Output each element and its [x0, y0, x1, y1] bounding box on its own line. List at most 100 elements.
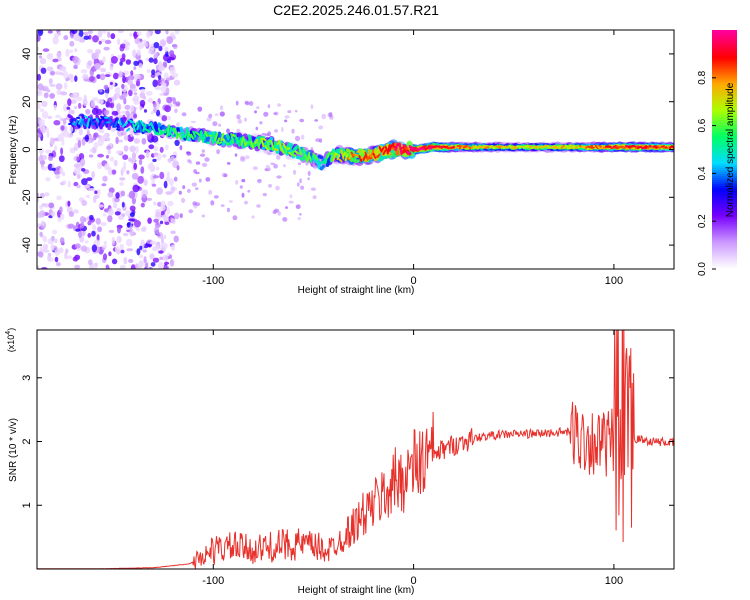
spectrogram-cell	[137, 175, 144, 184]
spectrogram-cell	[59, 206, 63, 213]
spectrogram-ridge-segment	[420, 146, 425, 149]
spectrogram-cell	[37, 133, 42, 138]
spectrogram-cell	[73, 163, 81, 168]
spectrogram-ridge-segment	[562, 146, 567, 149]
spectrogram-ridge-segment	[192, 130, 197, 138]
colorbar-band	[712, 267, 737, 270]
spectrogram-cell	[148, 57, 154, 63]
spectrogram-cell	[138, 63, 143, 69]
spectrogram-cell	[87, 60, 93, 67]
colorbar-tick-label: 0.4	[697, 166, 708, 180]
y-tick-label: -20	[21, 189, 33, 205]
colorbar-band	[712, 219, 737, 222]
colorbar-band	[712, 255, 737, 258]
spectrogram-cell	[83, 31, 89, 36]
spectrogram-ridge-segment	[270, 140, 275, 151]
spectrogram-ridge-segment	[322, 157, 327, 165]
spectrogram-ridge-segment	[590, 146, 595, 149]
spectrogram-cell	[56, 195, 62, 201]
spectrogram-cell	[79, 216, 86, 223]
spectrogram-cell	[188, 209, 194, 214]
spectrogram-ridge-segment	[316, 160, 321, 165]
spectrogram-cell	[108, 251, 112, 257]
spectrogram-cell	[123, 97, 127, 105]
colorbar-band	[712, 187, 737, 190]
spectrogram-cell	[72, 209, 79, 214]
spectrogram-ridge-segment	[310, 154, 315, 163]
spectrogram-cell	[94, 262, 98, 267]
y-tick-label: 40	[21, 48, 33, 60]
spectrogram-cell	[205, 177, 211, 182]
spectrogram-ridge-segment	[334, 152, 339, 156]
spectrogram-cell	[74, 258, 78, 262]
spectrogram-cell	[80, 158, 86, 167]
colorbar-band	[712, 217, 737, 220]
colorbar-band	[712, 167, 737, 171]
spectrogram-cell	[76, 174, 81, 180]
spectrogram-ridge-segment	[367, 149, 374, 160]
colorbar-band	[712, 141, 737, 145]
colorbar-band	[712, 249, 737, 252]
spectrogram-cell	[170, 186, 175, 194]
spectrogram-cell	[252, 166, 258, 171]
spectrogram-ridge-segment	[108, 117, 113, 123]
spectrogram-cell	[37, 102, 41, 110]
spectrogram-ridge-segment	[622, 146, 627, 149]
spectrogram-cell	[111, 236, 115, 245]
spectrogram-cell	[216, 149, 221, 155]
colorbar-band	[712, 173, 737, 176]
spectrogram-ridge-segment	[168, 126, 173, 136]
snr-y-ticks: 1 2 3	[21, 375, 674, 508]
colorbar-band	[712, 119, 737, 123]
spectrogram-ridge-segment	[286, 147, 291, 151]
spectrogram-cell	[220, 204, 225, 207]
spectrogram-cell	[86, 216, 90, 221]
spectrogram-cell	[68, 211, 74, 217]
spectrogram-cell	[155, 109, 161, 117]
spectrogram-cell	[150, 262, 156, 267]
colorbar-band	[712, 47, 737, 51]
spectrogram-ridge-segment	[293, 144, 300, 151]
spectrogram-cell	[173, 212, 180, 220]
spectrogram-ridge-segment	[582, 145, 587, 149]
spectrogram-cell	[117, 226, 121, 234]
spectrogram-cell	[55, 71, 62, 75]
colorbar-band	[712, 123, 737, 127]
colorbar-band	[712, 41, 737, 45]
spectrogram-cell	[85, 109, 91, 115]
spectrogram-cell	[100, 38, 106, 43]
spectrogram-cell	[48, 202, 55, 209]
colorbar-band	[712, 85, 737, 89]
spectrogram-cell	[97, 226, 103, 233]
spectrogram-cell	[44, 203, 49, 208]
spectrogram-cell	[169, 50, 175, 57]
spectrogram-cell	[80, 69, 88, 74]
spectrogram-cell	[88, 154, 94, 158]
spectrogram-cell	[219, 105, 224, 111]
spectrogram-ridge-segment	[158, 128, 163, 136]
spectrogram-cell	[48, 78, 53, 85]
spectrogram-cell	[201, 162, 208, 167]
spectrogram-ridge-segment	[215, 131, 222, 142]
spectrogram-cell	[115, 150, 123, 155]
spectrogram-cell	[37, 265, 40, 269]
spectrogram-cell	[126, 222, 131, 228]
spectrogram-cell	[103, 84, 109, 90]
spectrogram-cell	[312, 195, 317, 200]
x-tick-label: 0	[411, 275, 417, 287]
spectrogram-ridge-segment	[178, 134, 183, 140]
spectrogram-cell	[122, 75, 126, 84]
spectrogram-cell	[164, 144, 169, 151]
spectrogram-cell	[37, 90, 43, 97]
spectrogram-ridge-segment	[344, 153, 349, 162]
colorbar-band	[712, 125, 737, 129]
spectrogram-cell	[53, 120, 61, 126]
snr-y-scale-base: (x10	[6, 335, 16, 353]
spectrogram-cell	[154, 226, 160, 235]
spectrogram-cell	[297, 217, 302, 221]
spectrogram-cell	[256, 204, 261, 208]
spectrogram-ridge-segment	[218, 141, 223, 145]
colorbar-band	[712, 149, 737, 153]
spectrogram-cell	[104, 74, 111, 78]
spectrogram-ridge-segment	[67, 114, 73, 119]
